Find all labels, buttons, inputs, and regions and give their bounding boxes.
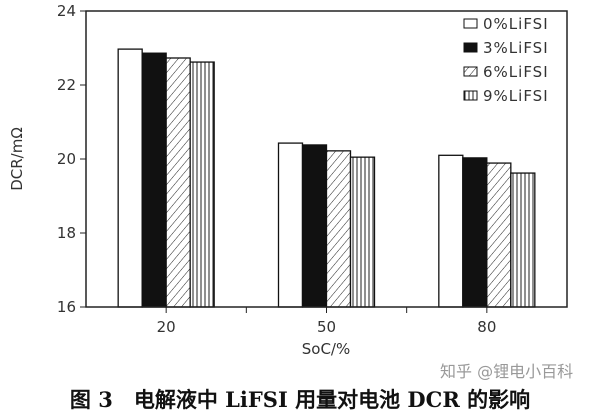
x-axis-label: SoC/% xyxy=(302,340,350,358)
bar-6%LiFSI-20 xyxy=(165,57,191,308)
legend-swatch xyxy=(463,18,478,29)
bar-9%LiFSI-50 xyxy=(349,156,376,308)
x-tick-label: 80 xyxy=(477,318,496,336)
watermark: 知乎 @锂电小百科 xyxy=(440,362,573,381)
bar-3%LiFSI-20 xyxy=(141,52,167,308)
bar-3%LiFSI-80 xyxy=(462,157,488,308)
y-axis-label: DCR/mΩ xyxy=(8,127,26,191)
figure-caption: 图 3 电解液中 LiFSI 用量对电池 DCR 的影响 xyxy=(70,387,530,412)
y-tick-label: 16 xyxy=(57,298,76,316)
x-tick-label: 20 xyxy=(157,318,176,336)
bar-0%LiFSI-50 xyxy=(277,142,304,308)
legend-swatch xyxy=(463,42,478,53)
legend-label: 9%LiFSI xyxy=(483,87,549,105)
legend-label: 0%LiFSI xyxy=(483,15,549,33)
legend-label: 3%LiFSI xyxy=(483,39,549,57)
bar-0%LiFSI-20 xyxy=(117,48,143,308)
bar-6%LiFSI-80 xyxy=(486,162,512,308)
bar-3%LiFSI-50 xyxy=(301,144,328,308)
y-tick-label: 22 xyxy=(57,76,76,94)
bar-0%LiFSI-80 xyxy=(438,154,464,308)
y-tick-label: 18 xyxy=(57,224,76,242)
bar-6%LiFSI-50 xyxy=(325,150,352,308)
bar-9%LiFSI-80 xyxy=(510,172,536,308)
y-tick-label: 20 xyxy=(57,150,76,168)
bar-9%LiFSI-20 xyxy=(189,61,215,308)
legend-swatch xyxy=(463,90,478,101)
legend-swatch xyxy=(463,66,478,77)
x-tick-label: 50 xyxy=(317,318,336,336)
y-tick-label: 24 xyxy=(57,2,76,20)
legend-label: 6%LiFSI xyxy=(483,63,549,81)
